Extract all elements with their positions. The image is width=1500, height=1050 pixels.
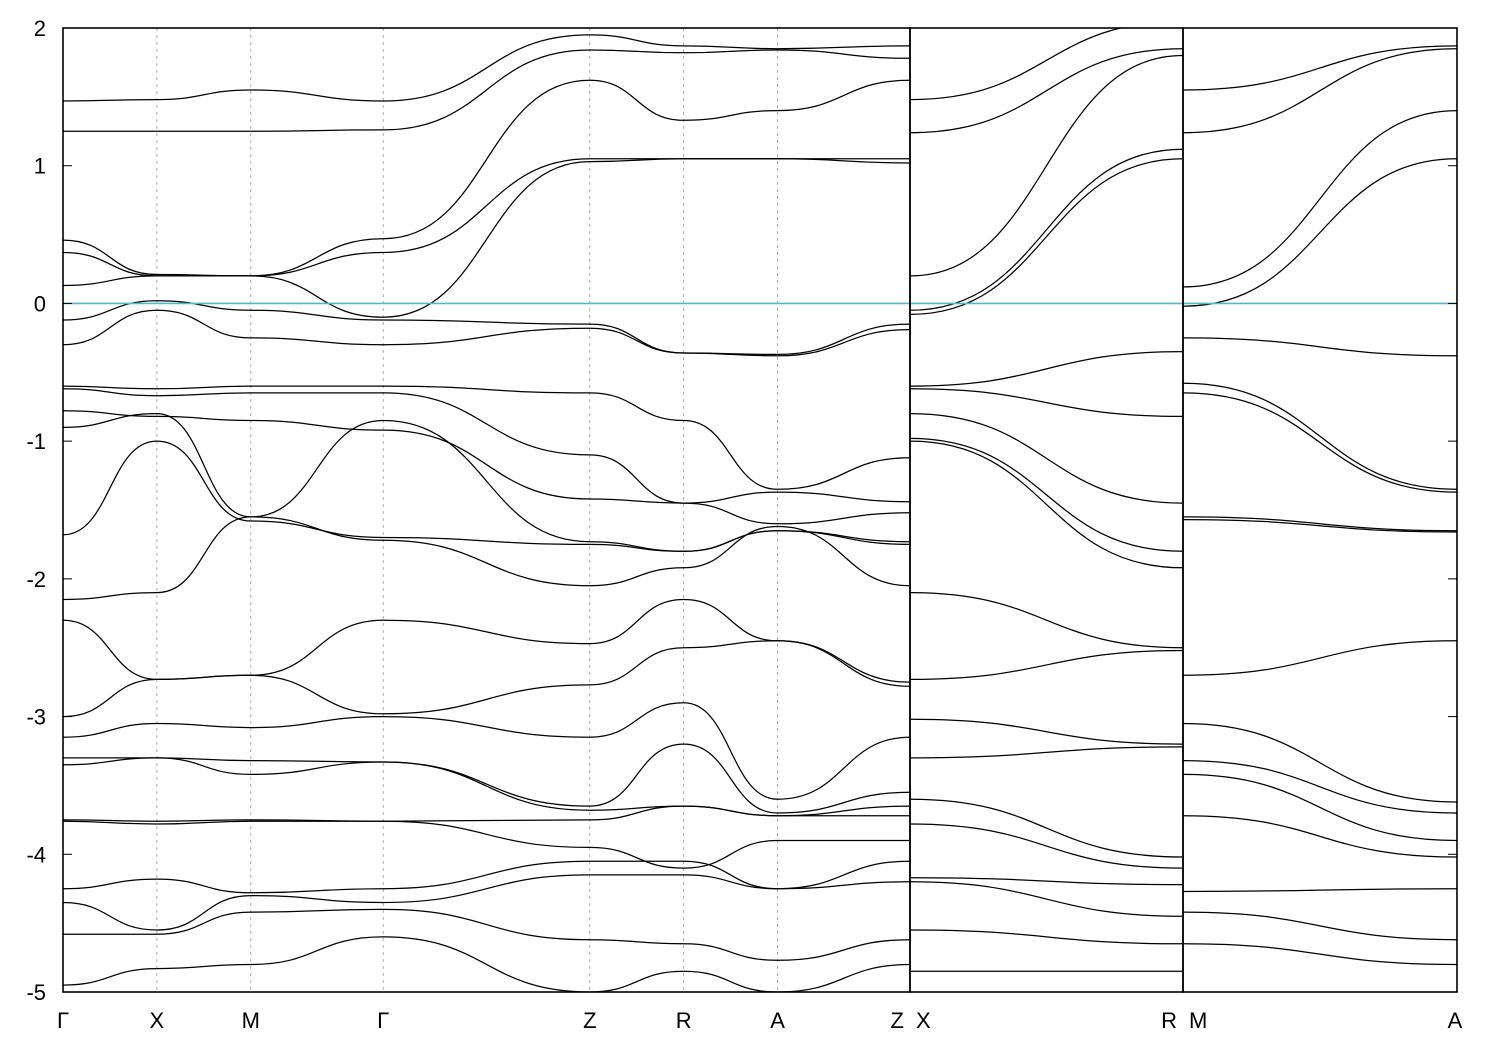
- band-line: [63, 702, 910, 800]
- band-line: [63, 309, 910, 357]
- kpoint-label: M: [242, 1008, 260, 1033]
- band-line: [910, 746, 1183, 759]
- band-line: [63, 49, 910, 132]
- band-line: [910, 412, 1183, 504]
- band-line: [910, 350, 1183, 387]
- panel-frame: [1182, 27, 1458, 993]
- band-line: [63, 516, 910, 601]
- band-line: [910, 718, 1183, 745]
- band-line: [63, 936, 910, 992]
- band-line: [1183, 888, 1457, 893]
- y-tick-label: -4: [26, 842, 46, 867]
- band-line: [1183, 382, 1457, 490]
- kpoint-label: Z: [891, 1008, 904, 1033]
- band-line: [910, 823, 1183, 869]
- band-line: [63, 34, 910, 102]
- band-line: [1183, 759, 1457, 814]
- band-line: [1183, 109, 1457, 288]
- band-line: [1183, 337, 1457, 357]
- band-line: [63, 410, 910, 525]
- band-line: [910, 54, 1183, 277]
- band-line: [63, 757, 910, 817]
- y-tick-label: -1: [26, 429, 46, 454]
- band-line: [910, 388, 1183, 418]
- band-line: [63, 440, 910, 552]
- band-line: [1183, 516, 1457, 532]
- panel-frames: [62, 27, 1458, 993]
- band-line: [910, 437, 1183, 552]
- kpoint-guide-lines: [156, 28, 778, 992]
- y-axis: -5 -4 -3 -2 -1 0 1 2: [26, 16, 1457, 1005]
- panel-frame: [62, 27, 911, 993]
- y-tick-label: -3: [26, 705, 46, 730]
- panel-frame: [909, 27, 1184, 993]
- band-line: [1183, 640, 1457, 676]
- kpoint-label: R: [676, 1008, 692, 1033]
- band-line: [910, 877, 1183, 886]
- band-line: [63, 908, 910, 961]
- band-line: [63, 388, 910, 504]
- band-line: [910, 48, 1183, 134]
- band-line: [1183, 815, 1457, 858]
- band-line: [1183, 158, 1457, 307]
- kpoint-label: M: [1189, 1008, 1207, 1033]
- band-line: [1183, 48, 1457, 134]
- panel-bands: [1183, 45, 1457, 966]
- band-line: [910, 591, 1183, 649]
- band-line: [1183, 722, 1457, 803]
- band-line: [63, 158, 910, 277]
- y-tick-label: 1: [34, 154, 46, 179]
- kpoint-label: A: [1448, 1008, 1463, 1033]
- band-line: [1183, 45, 1457, 91]
- band-line: [910, 28, 1124, 101]
- band-line: [1183, 943, 1457, 966]
- kpoint-label: R: [1161, 1008, 1177, 1033]
- kpoint-label: Γ: [57, 1008, 69, 1033]
- band-lines: [63, 28, 1457, 992]
- band-line: [63, 805, 910, 822]
- band-line: [63, 743, 910, 814]
- kpoint-label: Γ: [377, 1008, 389, 1033]
- band-line: [910, 148, 1183, 311]
- panel-bands: [63, 34, 910, 992]
- band-line: [63, 874, 910, 931]
- band-line: [1183, 392, 1457, 493]
- y-tick-label: 2: [34, 16, 46, 41]
- y-tick-label: 0: [34, 291, 46, 316]
- band-line: [1183, 773, 1457, 842]
- y-tick-label: -2: [26, 567, 46, 592]
- band-line: [1183, 518, 1457, 533]
- band-line: [910, 881, 1183, 917]
- band-line: [910, 158, 1183, 316]
- kpoint-label: X: [916, 1008, 931, 1033]
- band-line: [910, 649, 1183, 681]
- band-line: [63, 640, 910, 718]
- y-tick-label: -5: [26, 980, 46, 1005]
- kpoint-label: X: [150, 1008, 165, 1033]
- band-line: [63, 158, 910, 318]
- panel-bands: [910, 28, 1183, 972]
- band-line: [63, 385, 910, 490]
- band-line: [910, 798, 1183, 858]
- band-line: [63, 300, 910, 356]
- kpoint-label: Z: [583, 1008, 596, 1033]
- band-line: [63, 820, 910, 869]
- band-line: [1183, 911, 1457, 941]
- kpoint-label: A: [770, 1008, 785, 1033]
- band-line: [910, 929, 1183, 945]
- band-line: [63, 79, 910, 277]
- band-line: [910, 440, 1183, 569]
